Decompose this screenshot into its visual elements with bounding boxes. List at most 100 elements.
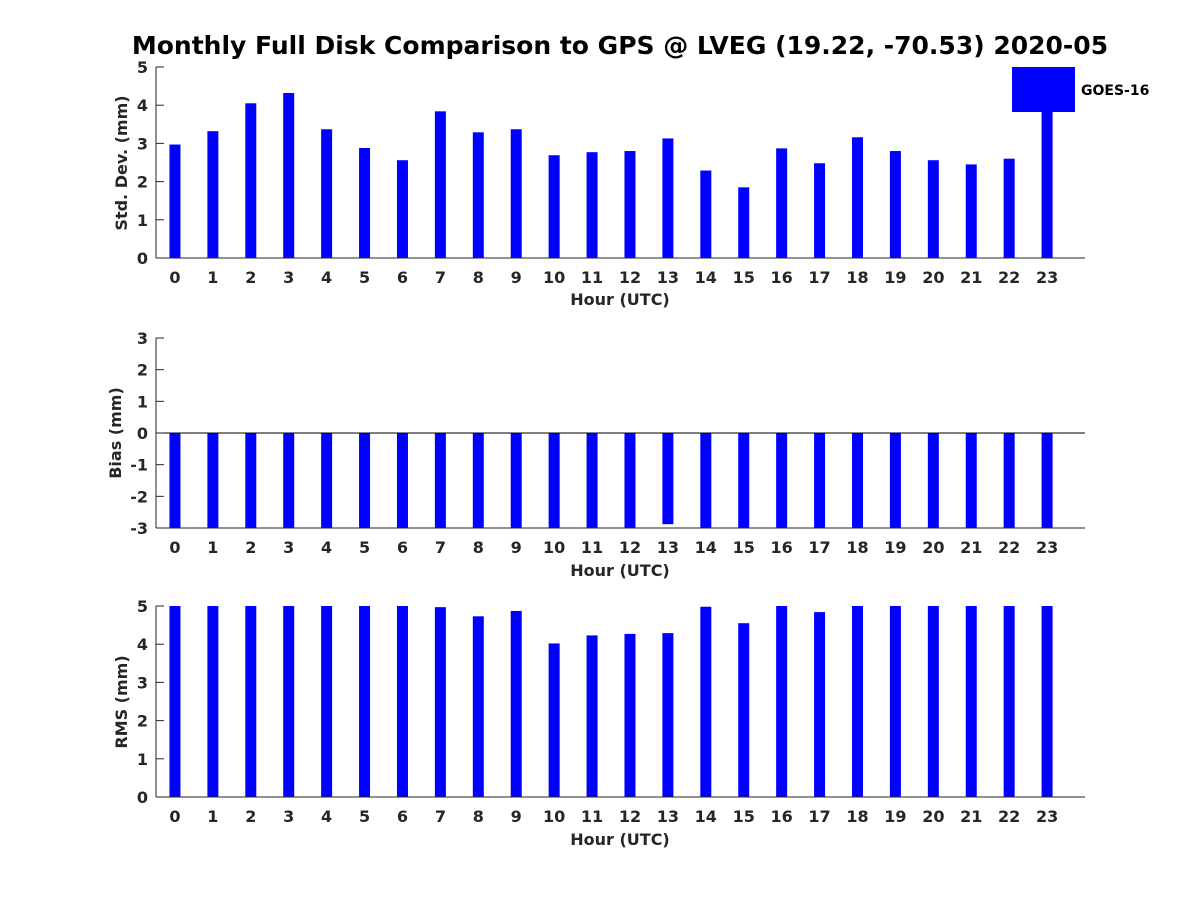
bias-xtick-20: 20 bbox=[922, 538, 944, 557]
bias-xtick-14: 14 bbox=[695, 538, 717, 557]
std-dev-xtick-9: 9 bbox=[511, 268, 522, 287]
std-dev-ytick-3: 3 bbox=[137, 134, 148, 153]
bias-xtick-21: 21 bbox=[960, 538, 982, 557]
legend-swatch bbox=[1012, 67, 1075, 112]
rms-xtick-23: 23 bbox=[1036, 807, 1058, 826]
std-dev-xtick-14: 14 bbox=[695, 268, 717, 287]
rms-bar-19 bbox=[889, 606, 901, 797]
std-dev-bar-7 bbox=[434, 111, 446, 258]
bias-ytick-2: 2 bbox=[137, 361, 148, 380]
rms-xtick-1: 1 bbox=[207, 807, 218, 826]
rms-bar-14 bbox=[700, 606, 712, 797]
bias-bar-7 bbox=[434, 433, 446, 528]
rms-ytick-0: 0 bbox=[137, 788, 148, 807]
std-dev-xtick-13: 13 bbox=[657, 268, 679, 287]
legend-label: GOES-16 bbox=[1081, 83, 1149, 99]
std-dev-bar-23 bbox=[1041, 110, 1053, 259]
std-dev-xtick-18: 18 bbox=[846, 268, 868, 287]
std-dev-bar-12 bbox=[624, 151, 636, 258]
rms-xtick-2: 2 bbox=[245, 807, 256, 826]
std-dev-xtick-19: 19 bbox=[884, 268, 906, 287]
bias-ytick-1: 1 bbox=[137, 392, 148, 411]
bias-bar-15 bbox=[738, 433, 750, 528]
std-dev-xtick-22: 22 bbox=[998, 268, 1020, 287]
rms-xlabel: Hour (UTC) bbox=[570, 830, 670, 849]
bias-xtick-10: 10 bbox=[543, 538, 565, 557]
bias-bar-8 bbox=[472, 433, 484, 528]
bias-bar-0 bbox=[169, 433, 181, 528]
std-dev-ytick-4: 4 bbox=[137, 96, 148, 115]
rms-ytick-3: 3 bbox=[137, 673, 148, 692]
rms-bar-7 bbox=[434, 607, 446, 797]
rms-xtick-3: 3 bbox=[283, 807, 294, 826]
rms-xtick-12: 12 bbox=[619, 807, 641, 826]
rms-xtick-15: 15 bbox=[733, 807, 755, 826]
bias-xtick-5: 5 bbox=[359, 538, 370, 557]
rms-ylabel: RMS (mm) bbox=[112, 655, 131, 748]
rms-bar-22 bbox=[1003, 606, 1015, 797]
std-dev-xtick-3: 3 bbox=[283, 268, 294, 287]
bias-ytick-minus2: -2 bbox=[130, 487, 148, 506]
bias-ytick-0: 0 bbox=[137, 424, 148, 443]
rms-ytick-1: 1 bbox=[137, 750, 148, 769]
rms-bar-2 bbox=[245, 606, 257, 797]
bias-ytick-3: 3 bbox=[137, 329, 148, 348]
bias-ytick-minus1: -1 bbox=[130, 456, 148, 475]
bias-bar-17 bbox=[814, 433, 826, 528]
std-dev-xtick-6: 6 bbox=[397, 268, 408, 287]
bias-bar-16 bbox=[776, 433, 788, 528]
std-dev-xtick-0: 0 bbox=[169, 268, 180, 287]
std-dev-bar-11 bbox=[586, 152, 598, 258]
bias-xtick-0: 0 bbox=[169, 538, 180, 557]
std-dev-ylabel: Std. Dev. (mm) bbox=[112, 95, 131, 230]
std-dev-bar-2 bbox=[245, 103, 257, 258]
rms-xtick-0: 0 bbox=[169, 807, 180, 826]
rms-bar-18 bbox=[851, 606, 863, 797]
rms-bar-11 bbox=[586, 635, 598, 797]
rms-bar-8 bbox=[472, 616, 484, 797]
std-dev-bar-5 bbox=[359, 147, 371, 258]
rms-bar-16 bbox=[776, 606, 788, 797]
rms-ytick-4: 4 bbox=[137, 635, 148, 654]
rms-xtick-4: 4 bbox=[321, 807, 332, 826]
std-dev-bar-8 bbox=[472, 132, 484, 258]
bias-bar-3 bbox=[283, 433, 295, 528]
rms-xtick-17: 17 bbox=[808, 807, 830, 826]
bias-bar-13 bbox=[662, 433, 674, 525]
rms-xtick-6: 6 bbox=[397, 807, 408, 826]
bias-bar-4 bbox=[321, 433, 333, 528]
rms-bar-6 bbox=[396, 606, 408, 797]
rms-xtick-10: 10 bbox=[543, 807, 565, 826]
bias-xtick-16: 16 bbox=[771, 538, 793, 557]
rms-bar-12 bbox=[624, 633, 636, 797]
bias-bar-1 bbox=[207, 433, 219, 528]
std-dev-xtick-16: 16 bbox=[771, 268, 793, 287]
bias-bar-5 bbox=[359, 433, 371, 528]
bias-xtick-3: 3 bbox=[283, 538, 294, 557]
rms-bar-0 bbox=[169, 606, 181, 797]
bias-bar-6 bbox=[396, 433, 408, 528]
rms-bar-17 bbox=[814, 612, 826, 797]
bias-xtick-6: 6 bbox=[397, 538, 408, 557]
rms-bar-10 bbox=[548, 643, 560, 797]
rms-xtick-11: 11 bbox=[581, 807, 603, 826]
std-dev-xtick-12: 12 bbox=[619, 268, 641, 287]
std-dev-bar-18 bbox=[851, 137, 863, 258]
rms-xtick-19: 19 bbox=[884, 807, 906, 826]
std-dev-bar-19 bbox=[889, 151, 901, 258]
std-dev-xtick-17: 17 bbox=[808, 268, 830, 287]
rms-xtick-5: 5 bbox=[359, 807, 370, 826]
std-dev-xtick-10: 10 bbox=[543, 268, 565, 287]
legend: GOES-16 bbox=[1012, 67, 1149, 112]
bias-bar-19 bbox=[889, 433, 901, 528]
std-dev-bar-20 bbox=[927, 160, 939, 258]
bias-xtick-17: 17 bbox=[808, 538, 830, 557]
std-dev-xtick-8: 8 bbox=[473, 268, 484, 287]
rms-bar-21 bbox=[965, 606, 977, 797]
std-dev-ytick-2: 2 bbox=[137, 173, 148, 192]
bias-xtick-4: 4 bbox=[321, 538, 332, 557]
